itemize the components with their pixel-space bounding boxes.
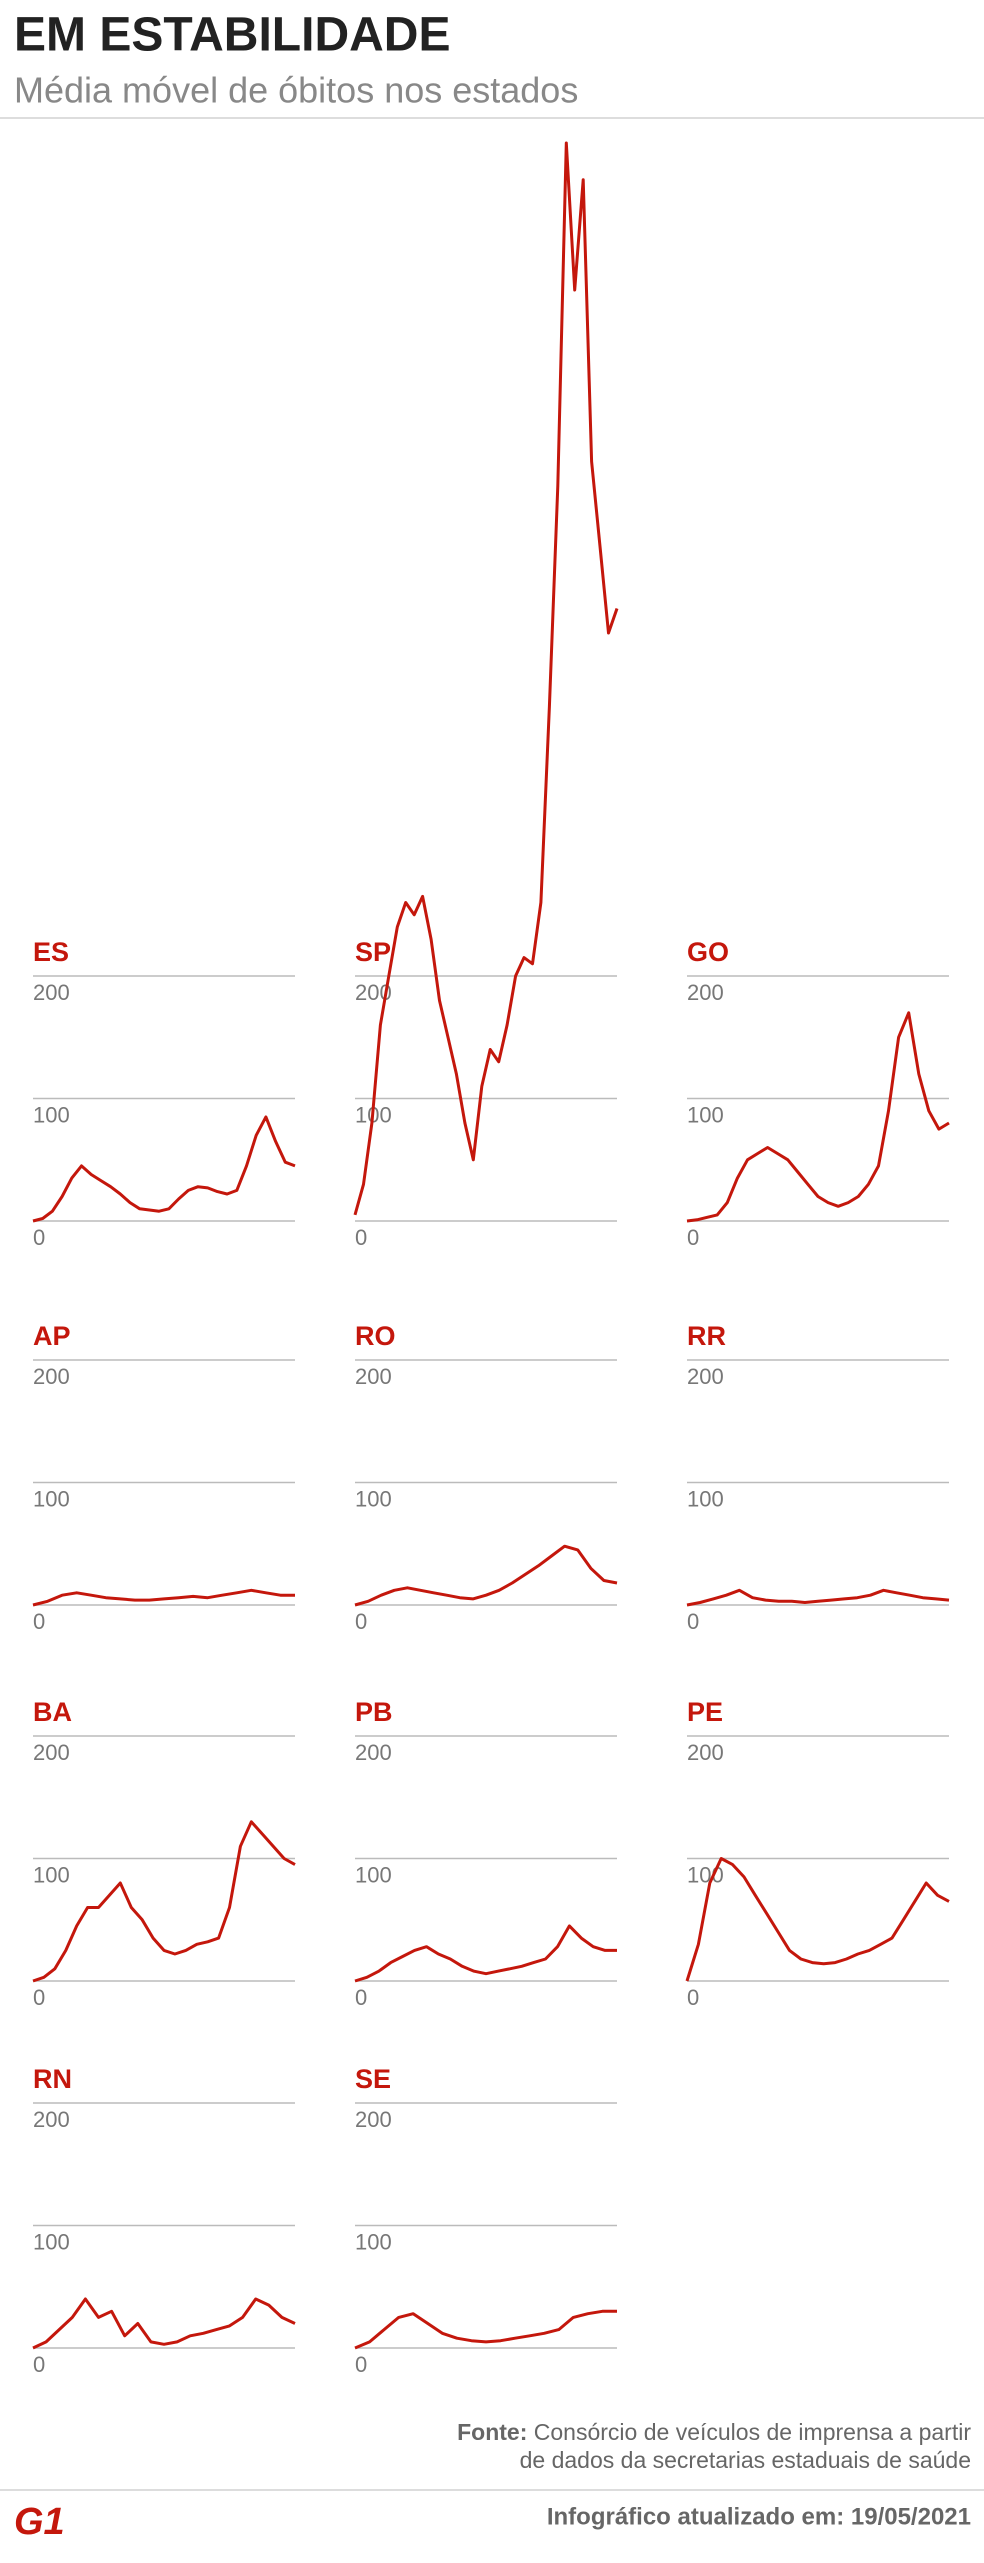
y-tick-label: 0	[355, 1985, 367, 2010]
y-tick-label: 100	[687, 1102, 724, 1127]
series-line	[354, 1544, 618, 1607]
panel-title: RR	[687, 1321, 726, 1351]
y-tick-label: 200	[355, 2107, 392, 2132]
y-tick-label: 200	[33, 980, 70, 1005]
y-tick-label: 0	[355, 2352, 367, 2377]
series-line	[686, 1011, 950, 1223]
y-tick-label: 200	[687, 1364, 724, 1389]
y-tick-label: 100	[33, 1486, 70, 1511]
panel-lines	[32, 141, 950, 2350]
panel-title: AP	[33, 1321, 71, 1351]
series-line	[32, 2297, 296, 2350]
series-line	[32, 1820, 296, 1983]
panel-title: RO	[355, 1321, 396, 1351]
y-tick-label: 0	[355, 1609, 367, 1634]
panel-grids: ES 0 100 200 SP 0 100 200 GO 0 100 200 AP 0 100 200 RO 0 1…	[33, 937, 949, 2377]
source-line: de dados da secretarias estaduais de saú…	[520, 2447, 971, 2473]
source-label: Fonte:	[457, 2419, 527, 2445]
y-tick-label: 200	[355, 1740, 392, 1765]
panel-title: SE	[355, 2064, 391, 2094]
series-line	[686, 1588, 950, 1607]
y-tick-label: 100	[355, 2229, 392, 2254]
y-tick-label: 0	[33, 2352, 45, 2377]
y-tick-label: 200	[33, 1740, 70, 1765]
series-line	[32, 1115, 296, 1223]
y-tick-label: 200	[355, 1364, 392, 1389]
panel-title: ES	[33, 937, 69, 967]
source: Fonte: Consórcio de veículos de imprensa…	[457, 2419, 971, 2445]
series-line	[685, 1857, 950, 1982]
panel-title: GO	[687, 937, 729, 967]
series-line	[354, 1924, 617, 1983]
y-tick-label: 100	[355, 1486, 392, 1511]
y-tick-label: 100	[33, 2229, 70, 2254]
panel-title: PE	[687, 1697, 723, 1727]
y-tick-label: 0	[33, 1225, 45, 1250]
series-line	[354, 2309, 617, 2350]
y-tick-label: 200	[33, 2107, 70, 2132]
subtitle: Média móvel de óbitos nos estados	[14, 70, 578, 111]
logo: G1	[14, 2501, 65, 2543]
y-tick-label: 200	[687, 1740, 724, 1765]
panel-title: BA	[33, 1697, 72, 1727]
panel-title: RN	[33, 2064, 72, 2094]
y-tick-label: 100	[33, 1102, 70, 1127]
series-line	[353, 141, 619, 1216]
panel-title: SP	[355, 937, 391, 967]
y-tick-label: 100	[355, 1862, 392, 1887]
y-tick-label: 0	[355, 1225, 367, 1250]
y-tick-label: 0	[33, 1609, 45, 1634]
y-tick-label: 200	[33, 1364, 70, 1389]
updated: Infográfico atualizado em: 19/05/2021	[547, 2503, 971, 2530]
y-tick-label: 0	[687, 1225, 699, 1250]
title: EM ESTABILIDADE	[14, 9, 450, 62]
series-line	[32, 1588, 295, 1607]
y-tick-label: 200	[687, 980, 724, 1005]
source-line: Consórcio de veículos de imprensa a part…	[534, 2419, 972, 2445]
panel-title: PB	[355, 1697, 393, 1727]
y-tick-label: 100	[687, 1486, 724, 1511]
y-tick-label: 0	[687, 1985, 699, 2010]
y-tick-label: 0	[687, 1609, 699, 1634]
y-tick-label: 0	[33, 1985, 45, 2010]
y-tick-label: 100	[33, 1862, 70, 1887]
